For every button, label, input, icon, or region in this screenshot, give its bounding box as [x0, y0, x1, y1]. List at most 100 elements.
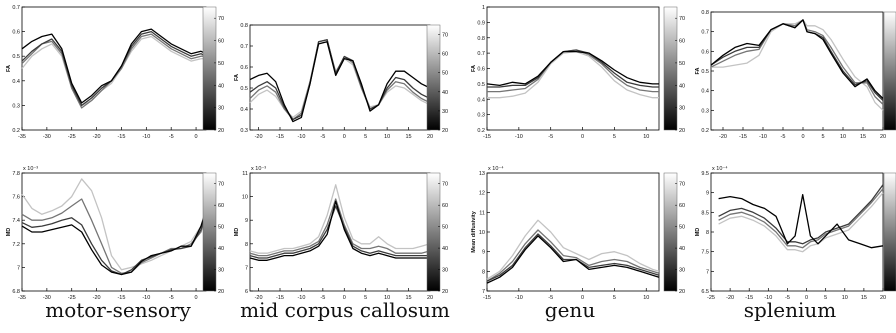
fa-mid-corpus-callosum-colorbar-label: 60 [442, 52, 448, 58]
fa-splenium-series-line [711, 19, 884, 111]
md-mid-corpus-callosum-frame [249, 172, 431, 292]
md-genu-xtick-label: 5 [613, 295, 616, 301]
md-genu-ytick-label: 11 [479, 210, 485, 216]
fa-motor-sensory-colorbar-label: 70 [218, 16, 224, 22]
fa-genu-series-line [486, 50, 659, 87]
fa-motor-sensory-series-line [21, 28, 207, 104]
fa-genu-ylabel: FA [471, 65, 477, 72]
md-motor-sensory-colorbar [202, 172, 217, 292]
md-motor-sensory-ytick-label: 6.8 [12, 289, 20, 295]
md-mid-corpus-callosum-series-line [249, 200, 430, 261]
md-mid-corpus-callosum-colorbar-label: 50 [442, 225, 448, 231]
md-splenium-xtick-label: -5 [785, 295, 790, 301]
fa-splenium-ytick-label: 0.3 [701, 108, 709, 114]
md-splenium-xtick-label: -15 [745, 295, 753, 301]
md-mid-corpus-callosum-colorbar-label: 70 [442, 182, 448, 188]
fa-splenium-xtick-label: 15 [860, 134, 866, 140]
fa-splenium-frame [710, 11, 884, 131]
fa-motor-sensory-ytick-label: 0.6 [12, 30, 20, 36]
md-genu-ytick-label: 12 [479, 191, 485, 197]
md-genu-ytick-label: 13 [479, 171, 485, 177]
md-splenium-ytick-label: 7.5 [701, 250, 709, 256]
md-mid-corpus-callosum-series-line [249, 184, 431, 254]
fa-splenium-xtick-label: 5 [821, 134, 824, 140]
md-genu-colorbar-label: 50 [679, 225, 685, 231]
fa-genu-xtick-label: 0 [581, 134, 584, 140]
fa-mid-corpus-callosum-ytick-label: 0.7 [240, 44, 248, 50]
md-splenium-series-line [718, 192, 884, 253]
md-motor-sensory-ytick-label: 7 [17, 265, 20, 271]
panel-mid-corpus-callosum: -20 -15 -10 -5 0 5 10 15 20 0.3 0.4 0.5 0.6 0.7 0.8 FA 2… [234, 23, 448, 301]
fa-mid-corpus-callosum-ytick-label: 0.4 [240, 107, 248, 113]
md-genu-series-line [486, 219, 660, 280]
fa-mid-corpus-callosum-colorbar-label: 30 [442, 109, 448, 115]
md-motor-sensory-colorbar-label: 40 [218, 246, 224, 252]
fa-motor-sensory-xtick-label: -5 [169, 134, 174, 140]
md-genu-xtick-label: -15 [483, 295, 491, 301]
md-genu-frame [486, 172, 660, 292]
fa-motor-sensory-ytick-label: 0.5 [12, 54, 20, 60]
fa-splenium-ylabel: FA [695, 67, 701, 74]
fa-motor-sensory-xtick-label: -15 [117, 134, 125, 140]
fa-splenium-xtick-label: -20 [719, 134, 727, 140]
md-genu-ytick-label: 10 [479, 230, 485, 236]
md-mid-corpus-callosum-xtick-label: 10 [384, 295, 390, 301]
fa-motor-sensory-ytick-label: 0.4 [12, 79, 20, 85]
fa-genu-ytick-label: 0.7 [477, 51, 485, 57]
fa-mid-corpus-callosum-ytick-label: 0.5 [240, 86, 248, 92]
fa-genu-xtick-label: 5 [613, 134, 616, 140]
fa-mid-corpus-callosum-colorbar [426, 24, 441, 131]
md-genu-colorbar-label: 60 [679, 203, 685, 209]
fa-mid-corpus-callosum-ytick-label: 0.3 [240, 128, 248, 134]
md-mid-corpus-callosum-xtick-label: -20 [255, 295, 263, 301]
panel-label-splenium: splenium [743, 298, 837, 322]
fa-motor-sensory-ytick-label: 0.3 [12, 103, 20, 109]
md-splenium-xtick-label: 5 [824, 295, 827, 301]
fa-genu-ytick-label: 0.6 [477, 67, 485, 73]
md-mid-corpus-callosum-xtick-label: 15 [406, 295, 412, 301]
md-genu-xtick-label: 0 [581, 295, 584, 301]
md-genu-colorbar-label: 70 [679, 182, 685, 188]
md-splenium-series-line [718, 184, 884, 245]
fa-genu-ytick-label: 0.4 [477, 97, 485, 103]
fa-splenium-xtick-label: 0 [801, 134, 804, 140]
fa-genu-ytick-label: 0.5 [477, 82, 485, 88]
md-motor-sensory-ytick-label: 7.2 [12, 242, 20, 248]
md-motor-sensory-ytick-label: 7.4 [12, 218, 20, 224]
md-genu-ytick-label: 7 [482, 289, 485, 295]
md-mid-corpus-callosum-xtick-label: -10 [297, 295, 305, 301]
fa-splenium-xtick-label: -10 [759, 134, 767, 140]
fa-genu-ytick-label: 0.3 [477, 113, 485, 119]
md-mid-corpus-callosum-ytick-label: 9 [245, 218, 248, 224]
md-splenium-ytick-label: 6.5 [701, 289, 709, 295]
md-splenium-xtick-label: -25 [707, 295, 715, 301]
fa-motor-sensory-ytick-label: 0.2 [12, 128, 20, 134]
md-genu-xtick-label: 10 [643, 295, 649, 301]
md-splenium-series-line [718, 188, 884, 249]
md-motor-sensory-colorbar-label: 70 [218, 182, 224, 188]
fa-mid-corpus-callosum-xtick-label: -10 [297, 134, 305, 140]
fa-motor-sensory-xtick-label: 0 [195, 134, 198, 140]
fa-motor-sensory-ytick-label: 0.7 [12, 5, 20, 11]
fa-mid-corpus-callosum-xtick-label: -15 [276, 134, 284, 140]
md-mid-corpus-callosum-xtick-label: -5 [320, 295, 325, 301]
fa-genu-xtick-label: -15 [483, 134, 491, 140]
fa-splenium-xtick-label: 10 [840, 134, 846, 140]
md-motor-sensory-ylabel: MD [6, 228, 12, 237]
md-motor-sensory-series-line [21, 210, 207, 276]
fa-genu-colorbar-label: 70 [679, 16, 685, 22]
fa-mid-corpus-callosum-xtick-label: 0 [343, 134, 346, 140]
panel-splenium: -20 -15 -10 -5 0 5 10 15 20 0.2 0.3 0.4 0.5 0.6 0.7 0.8… [695, 10, 896, 301]
fa-genu-colorbar-label: 30 [679, 106, 685, 112]
fa-splenium-xtick-label: 20 [880, 134, 886, 140]
fa-mid-corpus-callosum-ylabel: FA [234, 74, 240, 81]
fa-genu-ytick-label: 1 [482, 5, 485, 11]
fa-genu-ytick-label: 0.2 [477, 128, 485, 134]
md-genu-colorbar-label: 40 [679, 246, 685, 252]
fa-splenium-xtick-label: -15 [739, 134, 747, 140]
fa-motor-sensory-colorbar-label: 60 [218, 39, 224, 45]
fa-motor-sensory-colorbar-label: 30 [218, 106, 224, 112]
fa-genu-ytick-label: 0.9 [477, 20, 485, 26]
fa-motor-sensory-xtick-label: -25 [68, 134, 76, 140]
fa-mid-corpus-callosum-xtick-label: -20 [255, 134, 263, 140]
